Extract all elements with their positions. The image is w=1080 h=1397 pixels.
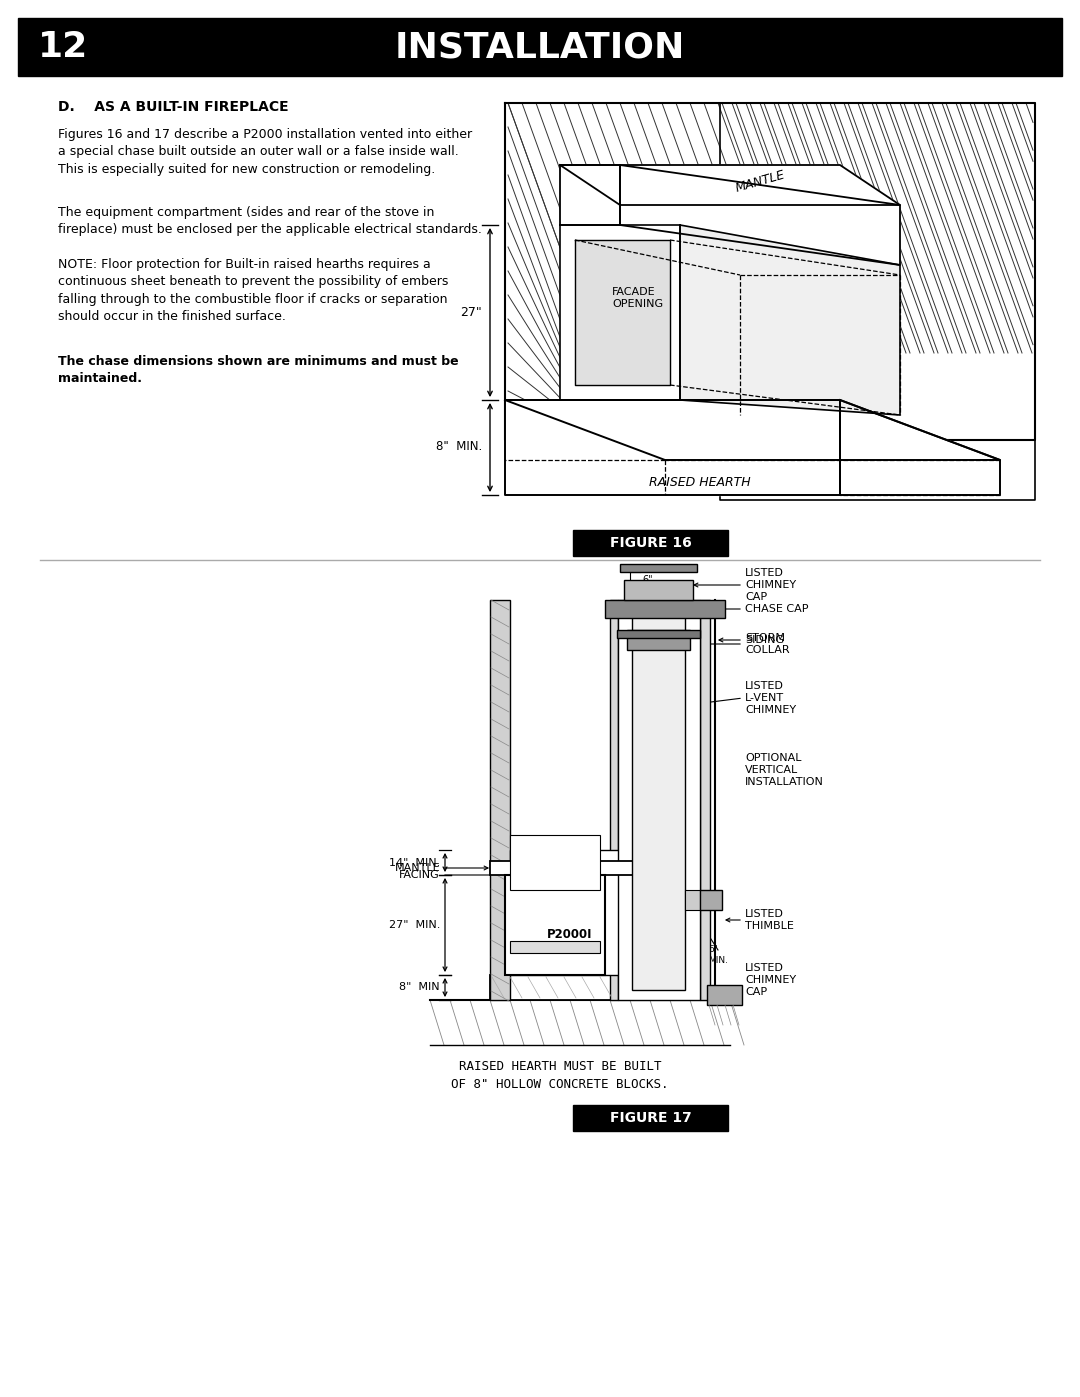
Text: LISTED
THIMBLE: LISTED THIMBLE (745, 909, 794, 930)
Text: The chase dimensions shown are minimums and must be
maintained.: The chase dimensions shown are minimums … (58, 355, 459, 386)
Bar (632, 590, 685, 990)
Text: FACING: FACING (400, 870, 440, 880)
Bar (490, 975, 710, 1000)
Text: FIGURE 16: FIGURE 16 (609, 536, 691, 550)
Text: 27": 27" (460, 306, 482, 319)
Text: NOTE: Floor protection for Built-in raised hearths requires a
continuous sheet b: NOTE: Floor protection for Built-in rais… (58, 258, 448, 324)
Text: 14"  MIN.: 14" MIN. (389, 858, 440, 868)
Polygon shape (561, 225, 680, 400)
Text: RAISED HEARTH: RAISED HEARTH (649, 476, 751, 489)
Text: 38": 38" (662, 455, 683, 469)
Text: The equipment compartment (sides and rear of the stove in
fireplace) must be enc: The equipment compartment (sides and rea… (58, 205, 482, 236)
Polygon shape (840, 400, 1000, 495)
Polygon shape (575, 240, 670, 386)
Text: 6"
MIN: 6" MIN (642, 650, 661, 672)
Text: CHASE CAP: CHASE CAP (745, 604, 809, 615)
Polygon shape (620, 165, 900, 265)
Text: MANTLE: MANTLE (394, 863, 440, 873)
Text: STORM
COLLAR: STORM COLLAR (745, 633, 789, 655)
Text: RAISED HEARTH MUST BE BUILT
OF 8" HOLLOW CONCRETE BLOCKS.: RAISED HEARTH MUST BE BUILT OF 8" HOLLOW… (451, 1060, 669, 1091)
Bar (700, 599, 710, 1000)
Text: Figures 16 and 17 describe a P2000 installation vented into either
a special cha: Figures 16 and 17 describe a P2000 insta… (58, 129, 472, 176)
Text: 27"  MIN.: 27" MIN. (389, 921, 440, 930)
Polygon shape (505, 103, 1035, 440)
Text: 8"  MIN: 8" MIN (400, 982, 440, 992)
Bar (685, 890, 700, 909)
Bar (624, 580, 693, 599)
Bar (707, 985, 742, 1004)
Bar (18, 18, 1062, 75)
Bar (620, 564, 697, 571)
Bar (610, 599, 618, 1000)
Bar (573, 529, 728, 556)
Polygon shape (561, 165, 900, 205)
Text: MANTLE: MANTLE (733, 169, 786, 196)
Text: P2000I: P2000I (548, 929, 593, 942)
Polygon shape (720, 103, 1035, 500)
Bar (510, 849, 620, 975)
Text: LISTED
L-VENT
CHIMNEY: LISTED L-VENT CHIMNEY (745, 682, 796, 715)
Bar (605, 599, 725, 617)
Text: 6"
MIN: 6" MIN (602, 978, 619, 997)
Polygon shape (505, 400, 1000, 460)
Bar (510, 835, 600, 890)
Text: OPTIONAL
VERTICAL
INSTALLATION: OPTIONAL VERTICAL INSTALLATION (745, 753, 824, 787)
Text: 8"  MIN.: 8" MIN. (435, 440, 482, 454)
Text: SIDING: SIDING (745, 636, 784, 645)
Bar (627, 630, 690, 650)
Bar (490, 599, 510, 1000)
Text: 6"
MIN.: 6" MIN. (642, 576, 664, 597)
Bar (490, 861, 640, 875)
Text: LISTED
CHIMNEY
CAP: LISTED CHIMNEY CAP (745, 964, 796, 996)
Text: 20": 20" (742, 415, 762, 427)
Bar (505, 875, 605, 975)
Text: 3"
MIN: 3" MIN (622, 701, 640, 722)
Text: 12: 12 (38, 29, 89, 64)
Text: INSTALLATION: INSTALLATION (395, 29, 685, 64)
Polygon shape (505, 400, 840, 495)
Text: 20"
MIN: 20" MIN (622, 764, 640, 785)
Text: FIGURE 17: FIGURE 17 (609, 1111, 691, 1125)
Bar (510, 942, 600, 953)
Text: FACADE
OPENING: FACADE OPENING (612, 286, 663, 309)
Text: LISTED
CHIMNEY
CAP: LISTED CHIMNEY CAP (745, 569, 796, 602)
Text: 6"
MIN: 6" MIN (489, 944, 507, 964)
Polygon shape (680, 225, 900, 415)
Text: 6"
MIN.: 6" MIN. (708, 946, 728, 965)
Text: D.    AS A BUILT-IN FIREPLACE: D. AS A BUILT-IN FIREPLACE (58, 101, 288, 115)
Polygon shape (561, 165, 620, 225)
Bar (573, 1105, 728, 1132)
Bar (700, 890, 723, 909)
Bar (618, 599, 700, 1000)
Bar (617, 630, 700, 638)
